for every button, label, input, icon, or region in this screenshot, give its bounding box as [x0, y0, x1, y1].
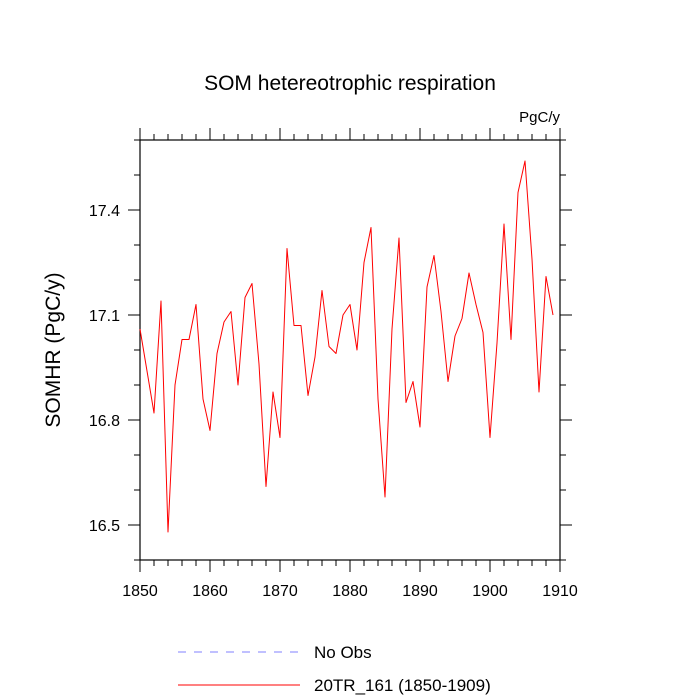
series-group [139, 160, 554, 533]
y-tick-label: 16.8 [89, 413, 120, 430]
chart-title: SOM hetereotrophic respiration [204, 72, 496, 95]
y-tick-label: 16.5 [89, 518, 120, 535]
legend-no-obs-label: No Obs [314, 643, 372, 662]
series-line [139, 160, 554, 533]
legend: No Obs 20TR_161 (1850-1909) [178, 643, 491, 695]
x-tick-label: 1890 [402, 583, 438, 600]
plot-frame [139, 139, 561, 561]
legend-series-label: 20TR_161 (1850-1909) [314, 676, 491, 695]
x-tick-label: 1850 [122, 583, 158, 600]
y-axis-label: SOMHR (PgC/y) [42, 272, 65, 427]
x-tick-label: 1860 [192, 583, 228, 600]
units-label: PgC/y [519, 109, 560, 126]
y-tick-label: 17.1 [89, 308, 120, 325]
y-tick-label: 17.4 [89, 203, 120, 220]
x-tick-label: 1910 [542, 583, 578, 600]
x-tick-label: 1900 [472, 583, 508, 600]
tick-labels: 1850 1860 1870 1880 1890 1900 1910 16.5 16.8 17.1… [89, 203, 578, 600]
axis-ticks [128, 128, 572, 572]
x-tick-label: 1880 [332, 583, 368, 600]
x-tick-label: 1870 [262, 583, 298, 600]
